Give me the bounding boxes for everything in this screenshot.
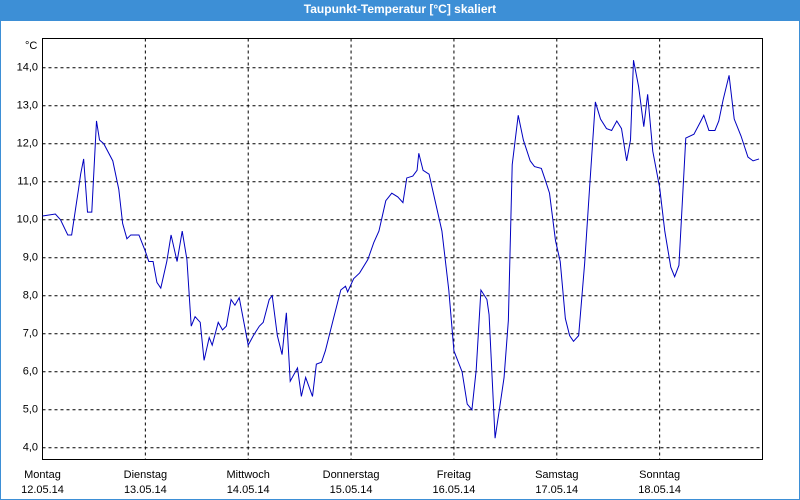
y-tick-label: 7,0: [23, 328, 38, 340]
y-tick-label: 6,0: [23, 366, 38, 378]
y-tick-label: 9,0: [23, 252, 38, 264]
y-unit: °C: [25, 40, 37, 52]
x-tick-label: Montag: [24, 469, 61, 481]
x-tick-date: 14.05.14: [227, 484, 270, 496]
x-tick-date: 17.05.14: [535, 484, 578, 496]
x-tick-date: 13.05.14: [124, 484, 167, 496]
y-tick-label: 5,0: [23, 404, 38, 416]
y-tick-label: 4,0: [23, 442, 38, 454]
y-tick-label: 8,0: [23, 290, 38, 302]
x-tick-label: Mittwoch: [227, 469, 270, 481]
y-tick-label: 10,0: [17, 214, 38, 226]
x-tick-date: 18.05.14: [638, 484, 681, 496]
y-tick-label: 11,0: [17, 176, 38, 188]
title-bar: [0, 0, 800, 20]
plot-area: [42, 38, 763, 460]
x-tick-label: Sonntag: [639, 469, 680, 481]
x-tick-date: 12.05.14: [21, 484, 64, 496]
x-tick-label: Freitag: [437, 469, 471, 481]
x-tick-date: 16.05.14: [433, 484, 476, 496]
data-line: [42, 60, 760, 439]
x-tick-label: Dienstag: [124, 469, 167, 481]
x-tick-date: 15.05.14: [330, 484, 373, 496]
y-tick-label: 12,0: [17, 138, 38, 150]
chart-title: Taupunkt-Temperatur [°C] skaliert: [304, 2, 496, 16]
y-tick-label: 14,0: [17, 62, 38, 74]
y-tick-label: 13,0: [17, 100, 38, 112]
x-tick-label: Samstag: [535, 469, 578, 481]
x-tick-label: Donnerstag: [323, 469, 380, 481]
